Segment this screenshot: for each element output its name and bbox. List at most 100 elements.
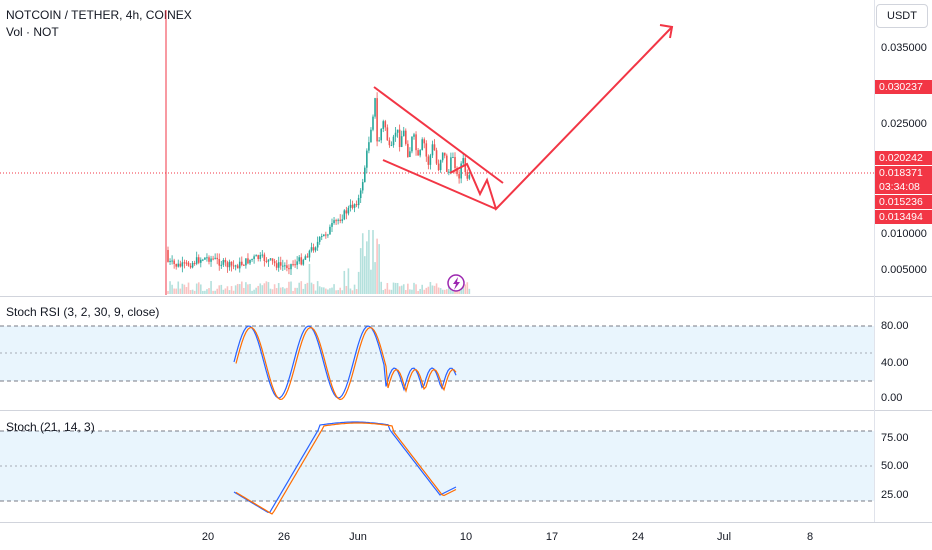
candle-body [206,257,208,259]
stoch-k-line [233,421,457,514]
volume-bar [294,287,296,294]
candle-body [423,139,426,144]
candle-body [339,219,341,221]
candle-body [238,261,241,269]
candle-body [394,132,397,137]
candle-body [456,168,458,175]
candle-body [370,129,372,143]
candle-body [251,258,253,260]
volume-bar [331,287,333,294]
candle-body [187,262,190,266]
candle-body [302,259,305,265]
candle-body [169,260,171,262]
candle-body [292,264,294,266]
volume-bar [359,248,362,294]
volume-bar [396,282,399,294]
pane-separator[interactable] [0,296,932,297]
volume-bar [337,290,339,294]
volume-bar [197,282,200,294]
candle-body [300,257,303,265]
candle-body [241,261,243,265]
candle-body [236,265,239,269]
candle-body [234,265,237,267]
volume-bar [374,262,376,294]
candle-body [208,257,210,262]
volume-bar [273,284,276,294]
candle-body [443,152,446,156]
candle-body [247,258,249,264]
wedge-upper-line [373,86,504,184]
volume-bar [284,288,286,294]
lightning-icon[interactable] [447,274,465,292]
candle-body [400,136,403,147]
stoch-rsi-tick: 40.00 [881,357,909,369]
volume-bar [402,284,405,294]
volume-bar [376,238,378,294]
candle-body [347,207,350,214]
volume-bar [431,285,434,294]
candle-body [312,247,315,251]
volume-bar [446,289,448,294]
volume-bars [167,229,471,294]
time-tick: 17 [545,531,559,543]
candle-body [275,263,278,268]
candle-body [177,263,180,267]
volume-bar [179,288,182,294]
volume-bar [169,281,171,294]
volume-bar [210,281,212,294]
candle-body [450,157,452,172]
volume-bar [306,282,309,294]
candle-body [368,142,370,151]
volume-bar [429,281,432,294]
volume-bar [265,281,268,294]
candle-body [232,265,235,267]
volume-bar [320,287,323,294]
candle-body [249,259,251,264]
volume-bar [386,283,389,294]
candle-body [452,157,454,159]
volume-bar [361,233,364,294]
volume-bar [339,287,341,294]
stoch-rsi-tick: 0.00 [881,392,903,404]
candle-body [171,260,173,262]
symbol-title: NOTCOIN / TETHER, 4h, COINEX [6,8,192,22]
candle-body [255,255,257,257]
candle-body [351,204,354,208]
candle-body [185,262,188,264]
candle-body [345,210,348,214]
candle-body [179,263,182,267]
falling-wedge-drawing[interactable] [373,24,674,211]
chart-canvas[interactable] [0,0,874,550]
candle-body [413,134,415,137]
volume-bar [437,287,440,294]
candle-body [245,258,247,266]
volume-bar [263,283,266,294]
volume-bar [443,289,446,294]
countdown-tag: 03:34:08 [875,180,932,194]
candle-body [263,254,266,261]
candle-body [331,223,333,227]
volume-bar [286,287,288,294]
currency-button-label: USDT [887,10,917,22]
volume-bar [298,282,300,294]
candle-body [273,261,276,264]
volume-bar [370,269,372,294]
volume-bar [400,285,403,294]
volume-bar [415,284,417,294]
candle-body [261,254,264,256]
time-tick: 8 [806,531,814,543]
currency-button[interactable]: USDT [876,4,928,28]
volume-bar [335,290,337,294]
stoch-rsi-tick: 80.00 [881,320,909,332]
volume-bar [236,283,239,294]
volume-bar [341,290,344,294]
candle-body [189,265,192,268]
pane-separator[interactable] [0,410,932,411]
volume-bar [450,288,452,294]
volume-bar [167,290,169,294]
volume-bar [343,270,346,294]
candle-body [202,259,204,261]
volume-bar [185,287,188,294]
volume-bar [366,241,368,294]
price-axis[interactable]: 0.035000 0.025000 0.010000 0.005000 0.03… [874,0,932,522]
